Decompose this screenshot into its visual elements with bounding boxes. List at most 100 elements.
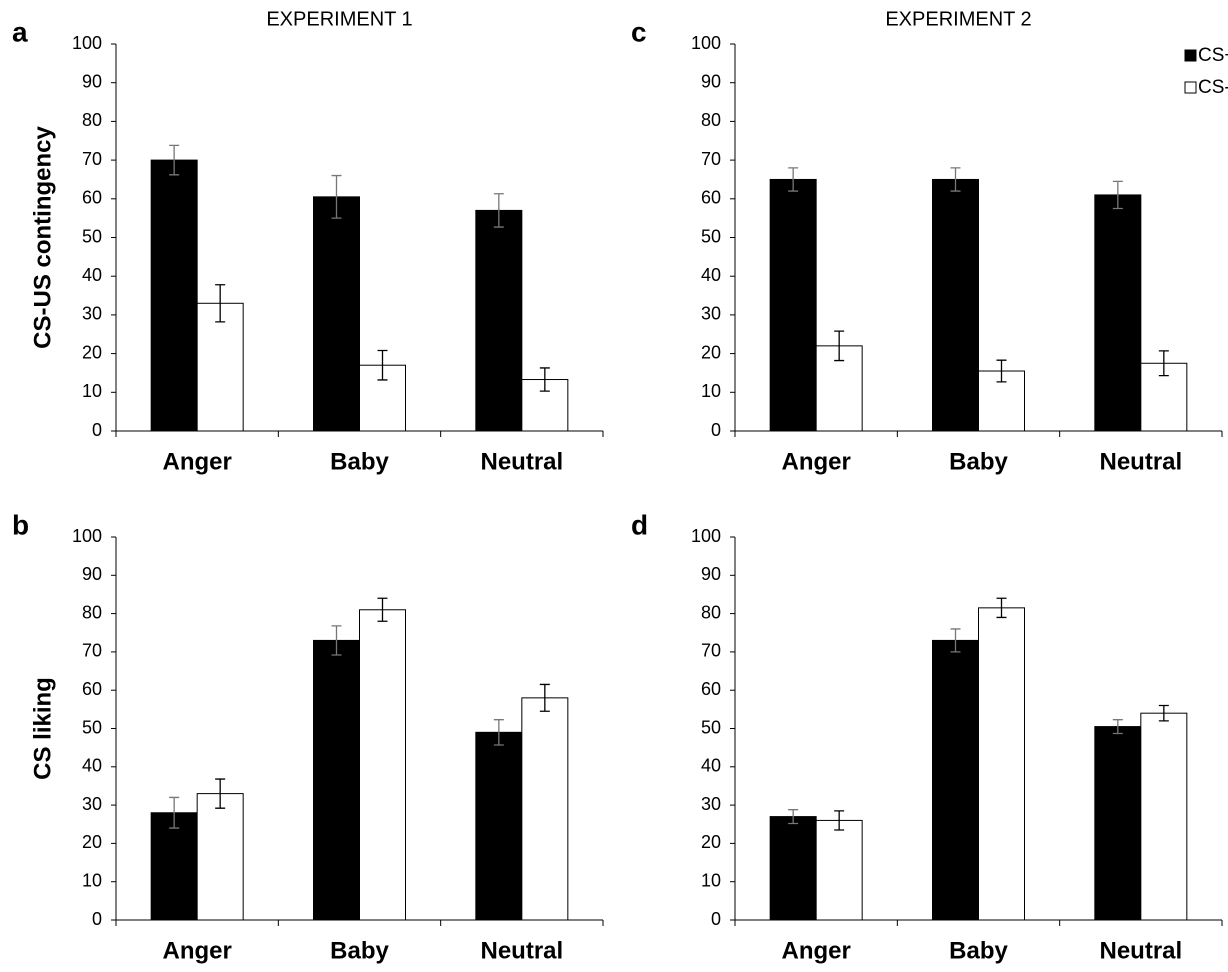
x-tick-label: Baby xyxy=(330,937,389,964)
y-tick-label: 80 xyxy=(701,110,721,130)
bar xyxy=(815,819,863,921)
y-tick-label: 0 xyxy=(711,909,721,929)
y-tick-label: 50 xyxy=(82,717,102,737)
y-tick-label: 90 xyxy=(82,564,102,584)
error-bar xyxy=(493,193,504,228)
y-tick-label: 70 xyxy=(82,149,102,169)
panel-label: b xyxy=(12,509,29,540)
y-tick-label: 50 xyxy=(701,717,721,737)
y-tick-label: 90 xyxy=(701,564,721,584)
y-tick-label: 50 xyxy=(701,226,721,246)
error-bar xyxy=(788,809,799,825)
bar xyxy=(521,697,569,921)
x-tick-label: Anger xyxy=(162,937,231,964)
y-tick-label: 0 xyxy=(92,420,102,440)
chart-title: EXPERIMENT 1 xyxy=(266,8,412,30)
y-tick-label: 80 xyxy=(82,602,102,622)
y-tick-label: 40 xyxy=(701,265,721,285)
y-axis-label: CS liking xyxy=(29,677,56,780)
error-bar xyxy=(1158,704,1169,722)
y-tick-label: 50 xyxy=(82,226,102,246)
error-bar xyxy=(996,359,1007,383)
y-tick-label: 60 xyxy=(82,188,102,208)
y-tick-label: 40 xyxy=(701,756,721,776)
bar xyxy=(1140,712,1188,921)
error-bar xyxy=(1112,180,1123,210)
y-tick-label: 40 xyxy=(82,265,102,285)
bar xyxy=(1094,726,1142,921)
legend-label: CS- xyxy=(1198,77,1228,98)
error-bar xyxy=(950,167,961,192)
y-tick-label: 20 xyxy=(82,342,102,362)
error-bar xyxy=(539,367,550,392)
y-tick-label: 100 xyxy=(72,33,102,53)
y-tick-label: 10 xyxy=(701,870,721,890)
y-tick-label: 30 xyxy=(701,794,721,814)
y-tick-label: 20 xyxy=(701,832,721,852)
bar xyxy=(932,639,979,921)
bar xyxy=(313,639,360,921)
error-bar xyxy=(331,625,342,656)
x-tick-label: Anger xyxy=(162,448,231,475)
y-tick-label: 30 xyxy=(82,304,102,324)
error-bar xyxy=(834,810,845,831)
bar xyxy=(978,607,1025,921)
bar xyxy=(475,209,523,432)
bar xyxy=(359,609,406,921)
legend-label: CS+ xyxy=(1198,45,1228,66)
y-tick-label: 100 xyxy=(691,526,721,546)
y-tick-label: 100 xyxy=(691,33,721,53)
y-tick-label: 20 xyxy=(701,342,721,362)
y-tick-label: 70 xyxy=(701,641,721,661)
error-bar xyxy=(493,719,504,746)
error-bar xyxy=(377,597,388,622)
bar xyxy=(150,812,198,921)
error-bar xyxy=(169,796,180,829)
bar xyxy=(313,196,360,432)
y-tick-label: 10 xyxy=(82,381,102,401)
bar xyxy=(769,816,817,921)
y-tick-label: 20 xyxy=(82,832,102,852)
error-bar xyxy=(1158,350,1169,377)
x-tick-label: Anger xyxy=(781,937,850,964)
error-bar xyxy=(834,330,845,362)
y-tick-label: 70 xyxy=(701,149,721,169)
error-bar xyxy=(377,349,388,381)
y-tick-label: 10 xyxy=(82,870,102,890)
bar xyxy=(196,793,244,921)
panel-label: a xyxy=(12,16,28,47)
x-tick-label: Neutral xyxy=(1099,448,1182,475)
panel-label: c xyxy=(631,16,647,47)
y-tick-label: 60 xyxy=(701,679,721,699)
bar xyxy=(769,178,817,432)
error-bar xyxy=(215,778,226,809)
y-axis-label: CS-US contingency xyxy=(29,126,56,349)
bar xyxy=(932,178,979,432)
x-tick-label: Baby xyxy=(330,448,389,475)
y-tick-label: 40 xyxy=(82,756,102,776)
error-bar xyxy=(539,683,550,712)
y-tick-label: 10 xyxy=(701,381,721,401)
x-tick-label: Baby xyxy=(949,448,1008,475)
error-bar xyxy=(950,628,961,653)
y-tick-label: 80 xyxy=(82,110,102,130)
bar xyxy=(475,731,523,921)
legend-swatch xyxy=(1184,49,1197,62)
error-bar xyxy=(169,144,180,176)
x-tick-label: Neutral xyxy=(1099,937,1182,964)
legend-swatch xyxy=(1184,81,1197,94)
y-tick-label: 60 xyxy=(701,188,721,208)
x-tick-label: Baby xyxy=(949,937,1008,964)
bar xyxy=(196,302,244,432)
y-tick-label: 0 xyxy=(711,420,721,440)
error-bar xyxy=(1112,719,1123,735)
y-tick-label: 80 xyxy=(701,602,721,622)
panel-label: d xyxy=(631,509,648,540)
x-tick-label: Anger xyxy=(781,448,850,475)
y-tick-label: 0 xyxy=(92,909,102,929)
y-tick-label: 90 xyxy=(82,71,102,91)
error-bar xyxy=(331,174,342,219)
bar xyxy=(150,159,198,432)
y-tick-label: 90 xyxy=(701,71,721,91)
